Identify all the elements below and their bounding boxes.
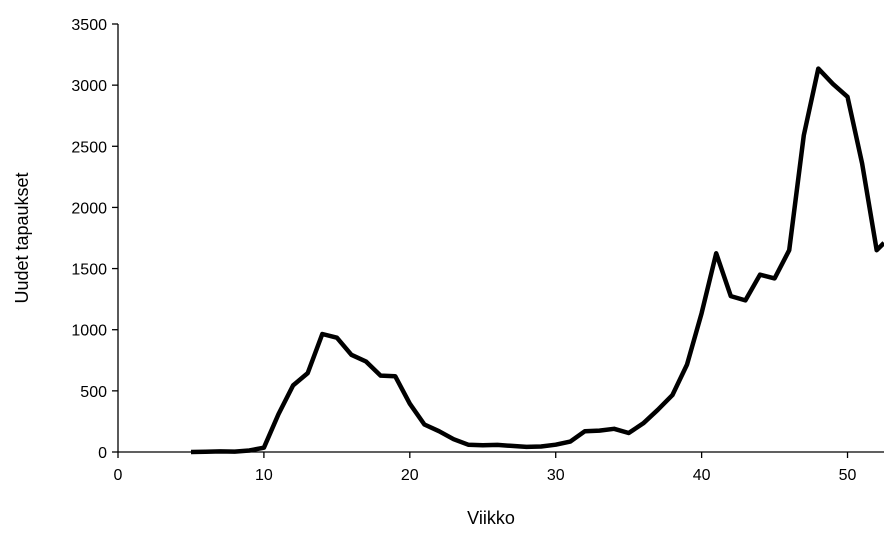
x-tick-label: 10 xyxy=(255,467,273,484)
y-tick-label: 2000 xyxy=(71,200,107,217)
y-tick-label: 1500 xyxy=(71,262,107,279)
x-tick-label: 0 xyxy=(114,467,123,484)
x-axis-ticks: 0 10 20 30 40 50 xyxy=(114,452,857,484)
series-line-cases xyxy=(190,66,884,455)
y-tick-label: 0 xyxy=(98,445,107,462)
y-tick-label: 3500 xyxy=(71,17,107,34)
y-tick-label: 2500 xyxy=(71,139,107,156)
y-axis-ticks: 0 500 1000 1500 2000 2500 3000 3500 xyxy=(71,17,118,462)
x-tick-label: 20 xyxy=(401,467,419,484)
y-axis-title: Uudet tapaukset xyxy=(12,172,32,303)
x-tick-label: 50 xyxy=(839,467,857,484)
x-tick-label: 40 xyxy=(693,467,711,484)
x-tick-label: 30 xyxy=(547,467,565,484)
y-tick-label: 1000 xyxy=(71,323,107,340)
x-axis-title: Viikko xyxy=(467,508,515,528)
y-tick-label: 3000 xyxy=(71,78,107,95)
y-tick-label: 500 xyxy=(80,384,107,401)
